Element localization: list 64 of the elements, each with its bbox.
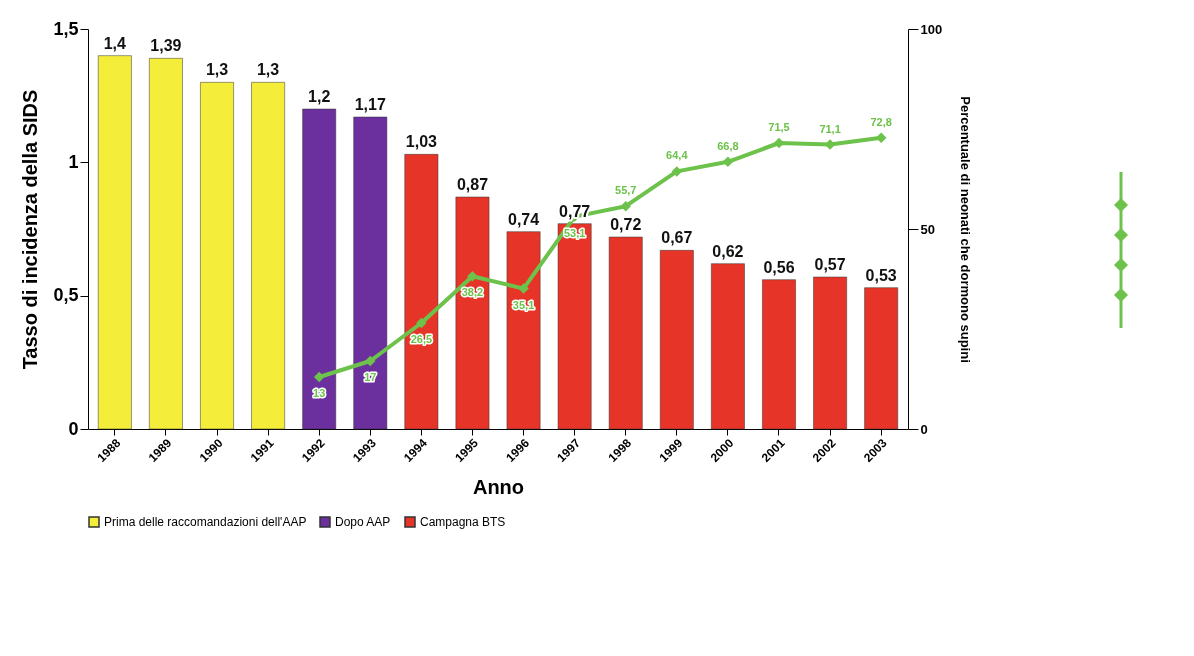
point <box>416 317 427 329</box>
data-label: 1,3 <box>205 61 229 79</box>
bar <box>813 276 847 430</box>
x-axis-title: Anno <box>472 476 525 499</box>
data-label: 71,1 <box>819 122 841 135</box>
point <box>365 355 376 367</box>
bar <box>659 250 694 430</box>
data-label: 0,53 <box>865 266 897 284</box>
data-label: 38,2 <box>461 286 484 299</box>
data-label: 1,3 <box>256 61 280 79</box>
data-label: 1,2 <box>308 88 331 105</box>
y-tick-label: 0 <box>68 418 79 439</box>
bar <box>251 82 285 430</box>
y-tick-label: 1,5 <box>53 18 79 39</box>
y2-axis-title: Percentuale di neonati che dormono supini <box>958 96 974 363</box>
bar <box>608 236 643 430</box>
point <box>620 200 631 212</box>
data-label: 17 <box>364 371 377 383</box>
bar <box>200 82 234 430</box>
data-label: 0,72 <box>610 216 642 233</box>
data-label: 1,39 <box>150 37 182 55</box>
y2-tick-label: 100 <box>920 21 943 37</box>
bar <box>455 196 490 430</box>
y-tick-label: 0,5 <box>53 285 79 306</box>
point <box>671 166 683 177</box>
bar <box>353 116 388 430</box>
data-label: 0,67 <box>661 229 693 247</box>
data-label: 0,87 <box>456 176 489 193</box>
data-label: 55,7 <box>615 184 637 197</box>
data-label: 53,1 <box>563 226 586 239</box>
data-label: 0,62 <box>712 242 744 260</box>
data-label: 71,5 <box>768 121 790 133</box>
y2-tick-label: 50 <box>920 221 935 237</box>
bar <box>404 154 439 430</box>
data-label: 1,03 <box>405 133 438 151</box>
data-label: 13 <box>313 387 326 399</box>
y-axis-title: Tasso di incidenza della SIDS <box>19 89 42 370</box>
data-label: 26,5 <box>410 333 433 345</box>
data-label: 1,4 <box>103 34 127 52</box>
bar <box>302 108 337 430</box>
data-label: 0,56 <box>763 258 795 276</box>
legend-label: Prima delle raccomandazioni dell'AAP <box>104 515 307 529</box>
data-label: 72,8 <box>870 115 892 128</box>
legend-label: Dopo AAP <box>335 515 391 529</box>
y2-tick-label: 0 <box>920 421 928 437</box>
bar <box>711 263 745 430</box>
point <box>722 156 734 168</box>
data-label: 66,8 <box>717 139 739 152</box>
bar <box>762 279 796 430</box>
legend-label: Campagna BTS <box>420 515 506 529</box>
y-tick-label: 1 <box>68 151 79 172</box>
point <box>313 371 325 383</box>
bar <box>557 223 592 430</box>
data-label: 0,57 <box>814 256 846 273</box>
data-label: 0,74 <box>507 210 540 228</box>
point <box>518 283 529 294</box>
data-label: 64,4 <box>666 149 689 162</box>
bar <box>97 55 132 430</box>
bar <box>149 58 183 430</box>
data-label: 1,17 <box>354 96 386 113</box>
bar <box>506 231 541 430</box>
data-label: 35,1 <box>512 298 535 311</box>
point <box>467 270 478 282</box>
bar <box>864 287 899 430</box>
